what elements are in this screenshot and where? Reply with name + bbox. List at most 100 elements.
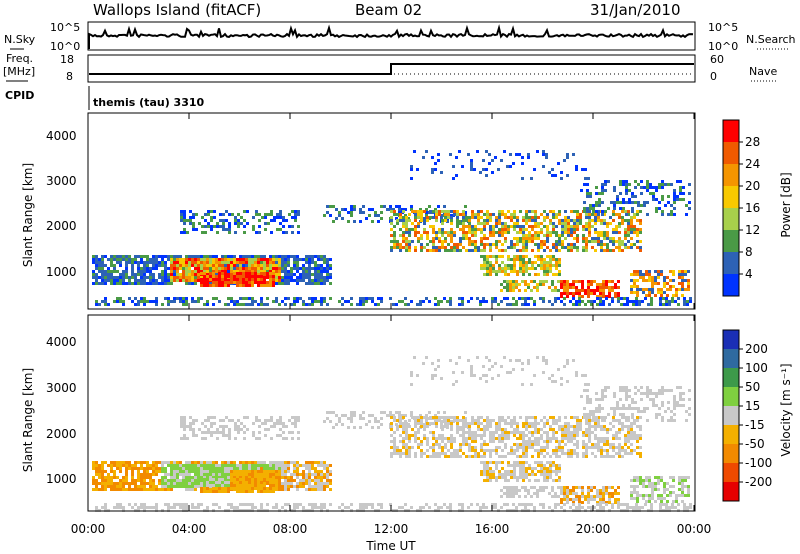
power-echo-cell [206,273,209,276]
power-echo-cell [146,264,149,267]
velocity-echo-cell [537,437,540,440]
power-echo-cell [579,219,582,222]
power-echo-cell [618,222,621,225]
power-echo-cell [561,222,564,225]
velocity-echo-cell [242,490,245,493]
power-echo-cell [182,258,185,261]
velocity-echo-cell [243,416,246,419]
velocity-echo-cell [489,437,492,440]
velocity-echo-cell [203,464,206,467]
power-echo-cell [563,303,566,306]
velocity-echo-cell [200,461,203,464]
velocity-echo-cell [585,455,588,458]
power-echo-cell [619,183,622,186]
power-echo-cell [518,297,521,300]
power-echo-cell [527,156,530,159]
power-colorbar-tick-label: 8 [745,245,753,259]
velocity-echo-cell [603,449,606,452]
velocity-echo-cell [519,431,522,434]
power-echo-cell [194,264,197,267]
velocity-echo-cell [516,476,519,479]
velocity-echo-cell [555,419,558,422]
velocity-echo-cell [216,428,219,431]
power-echo-cell [492,264,495,267]
power-echo-cell [185,276,188,279]
power-echo-cell [242,258,245,261]
velocity-echo-cell [173,473,176,476]
power-echo-cell [459,243,462,246]
power-echo-cell [489,213,492,216]
velocity-echo-cell [594,455,597,458]
velocity-echo-cell [483,479,486,482]
power-echo-cell [203,303,206,306]
velocity-echo-cell [519,464,522,467]
power-echo-cell [326,261,329,264]
power-echo-cell [437,153,440,156]
velocity-echo-cell [207,419,210,422]
power-echo-cell [137,261,140,264]
velocity-echo-cell [465,437,468,440]
power-echo-cell [483,222,486,225]
velocity-echo-cell [489,473,492,476]
velocity-echo-cell [206,487,209,490]
power-echo-cell [586,192,589,195]
velocity-echo-cell [170,479,173,482]
velocity-echo-cell [546,446,549,449]
velocity-echo-cell [239,467,242,470]
power-echo-cell [519,255,522,258]
power-echo-cell [661,180,664,183]
power-echo-cell [263,278,266,281]
power-echo-cell [593,280,596,283]
nsky-panel: N.Sky 10^5 10^0 10^5 10^0 N.Search [4,21,796,53]
power-echo-cell [624,228,627,231]
power-echo-cell [417,225,420,228]
velocity-echo-cell [528,446,531,449]
velocity-echo-cell [516,455,519,458]
power-echo-cell [637,204,640,207]
power-echo-cell [302,258,305,261]
velocity-echo-cell [305,479,308,482]
power-echo-cell [489,267,492,270]
power-echo-cell [308,270,311,273]
power-echo-cell [416,303,419,306]
power-echo-cell [275,255,278,258]
power-echo-cell [296,300,299,303]
velocity-echo-cell [278,470,281,473]
power-echo-cell [627,231,630,234]
power-echo-cell [453,234,456,237]
velocity-echo-cell [504,476,507,479]
velocity-echo-cell [275,473,278,476]
power-echo-cell [470,168,473,171]
power-echo-cell [489,255,492,258]
power-echo-cell [624,246,627,249]
power-echo-cell [646,183,649,186]
power-colorbar-swatch [723,252,739,275]
velocity-echo-cell [222,434,225,437]
power-echo-cell [98,282,101,285]
velocity-echo-cell [95,464,98,467]
power-echo-cell [119,300,122,303]
velocity-echo-cell [549,464,552,467]
power-echo-cell [633,213,636,216]
power-echo-cell [639,222,642,225]
power-echo-cell [507,255,510,258]
velocity-echo-cell [161,461,164,464]
power-echo-cell [609,216,612,219]
velocity-echo-cell [464,420,467,423]
velocity-echo-cell [380,411,383,414]
power-echo-cell [589,207,592,210]
power-echo-cell [668,303,671,306]
power-echo-cell [486,261,489,264]
velocity-echo-cell [582,455,585,458]
velocity-echo-cell [195,419,198,422]
power-echo-cell [683,300,686,303]
power-echo-cell [601,183,604,186]
power-echo-cell [140,258,143,261]
power-echo-cell [245,284,248,287]
power-echo-cell [435,249,438,252]
power-echo-cell [263,281,266,284]
velocity-echo-cell [263,473,266,476]
velocity-echo-cell [320,479,323,482]
power-echo-cell [110,261,113,264]
velocity-echo-cell [146,476,149,479]
